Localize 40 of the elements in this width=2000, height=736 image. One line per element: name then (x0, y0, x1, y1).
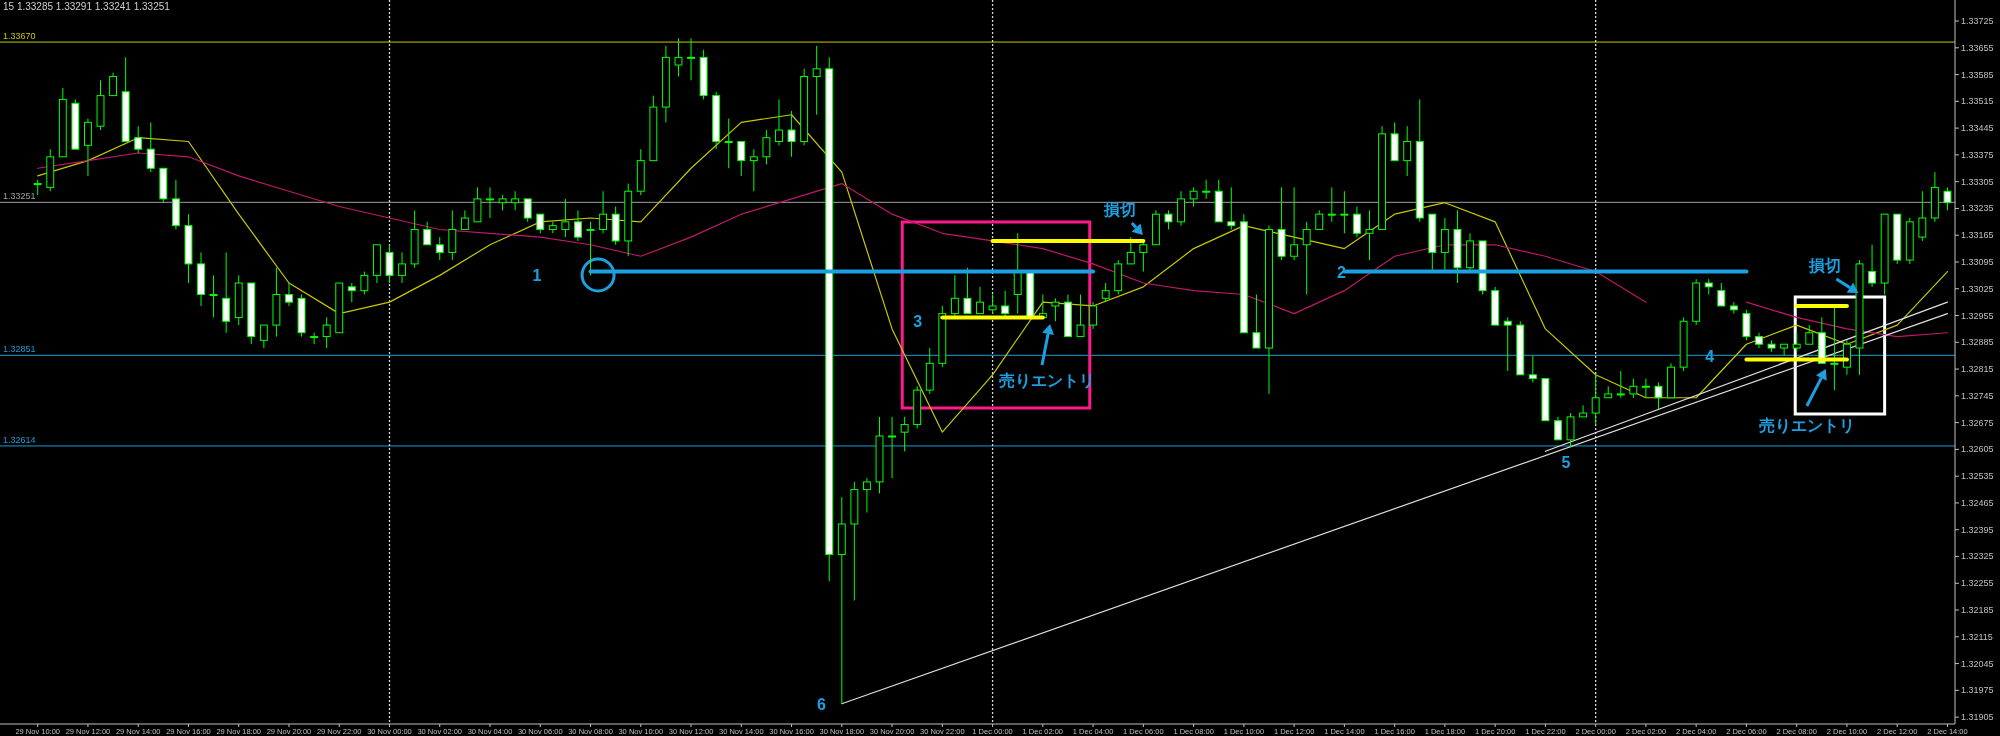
ref-line-label: 1.32851 (3, 344, 36, 355)
y-tick-label: 1.33305 (1961, 176, 1994, 187)
y-tick-label: 1.32535 (1961, 471, 1994, 482)
y-tick-label: 1.32185 (1961, 605, 1994, 616)
y-tick-label: 1.33585 (1961, 69, 1994, 80)
ref-line-label: 1.33251 (3, 191, 36, 202)
annotation: 15 1.33285 1.33291 1.33241 1.33251 (3, 1, 171, 12)
y-tick-label: 1.33165 (1961, 230, 1994, 241)
y-tick-label: 1.32045 (1961, 658, 1994, 669)
y-tick-label: 1.32815 (1961, 364, 1994, 375)
y-tick-label: 1.33655 (1961, 42, 1994, 53)
y-tick-label: 1.32115 (1961, 631, 1993, 642)
y-tick-label: 1.33025 (1961, 283, 1994, 294)
y-tick-label: 1.32955 (1961, 310, 1994, 321)
annotation: 5 (1561, 453, 1571, 471)
annotation: 損切 (1102, 200, 1136, 218)
annotation: 6 (817, 695, 827, 713)
y-tick-label: 1.32745 (1961, 390, 1994, 401)
ref-line-label: 1.32614 (3, 434, 36, 445)
y-tick-label: 1.32465 (1961, 497, 1994, 508)
annotation: 損切 (1808, 256, 1842, 274)
y-tick-label: 1.33515 (1961, 96, 1994, 107)
y-tick-label: 1.33375 (1961, 149, 1994, 160)
line-series (37, 114, 1949, 433)
annotation: 売りエントリ (1758, 416, 1855, 434)
y-tick-label: 1.32395 (1961, 524, 1994, 535)
y-tick-label: 1.31975 (1961, 685, 1994, 696)
y-tick-label: 1.32605 (1961, 444, 1994, 455)
y-tick-label: 1.32325 (1961, 551, 1994, 562)
annotation: 3 (913, 312, 923, 330)
ref-line-label: 1.33670 (3, 31, 36, 42)
y-tick-label: 1.31905 (1961, 712, 1994, 723)
y-tick-label: 1.32675 (1961, 417, 1994, 428)
annotation: 1 (532, 266, 542, 284)
y-tick-label: 1.33095 (1961, 256, 1994, 267)
y-tick-label: 1.33445 (1961, 123, 1994, 134)
y-tick-label: 1.32885 (1961, 337, 1994, 348)
y-tick-label: 1.32255 (1961, 578, 1994, 589)
y-tick-label: 1.33235 (1961, 203, 1994, 214)
y-tick-label: 1.33725 (1961, 16, 1994, 27)
